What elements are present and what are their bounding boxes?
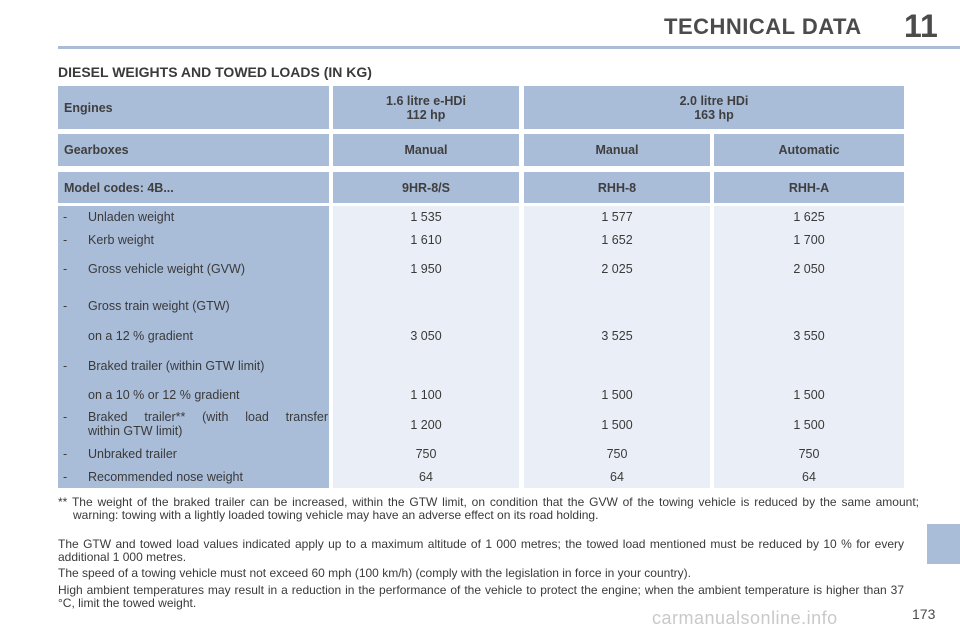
watermark: carmanualsonline.info (652, 608, 838, 628)
row-dash: - (63, 262, 68, 276)
row-value: 64 (419, 470, 433, 484)
model-code-value: RHH-A (788, 180, 830, 195)
engine-2-power: 163 hp (694, 107, 734, 122)
row-value: 64 (610, 470, 624, 484)
row-label-braked-load-transfer: Braked trailer** (with load transfer (88, 410, 328, 424)
row-label-gtw-gradient: on a 12 % gradient (88, 329, 193, 343)
engine-1-power: 112 hp (406, 107, 446, 122)
engines-label: Engines (64, 100, 113, 115)
model-codes-label: Model codes: 4B... (64, 180, 174, 195)
row-value: 1 500 (793, 388, 825, 402)
engine-1-header: 1.6 litre e-HDi 112 hp (333, 86, 519, 129)
row-value: 2 050 (793, 262, 825, 276)
row-value: 1 700 (793, 233, 825, 247)
row-value: 2 025 (601, 262, 633, 276)
row-label-unladen-weight: Unladen weight (88, 210, 175, 224)
row-dash: - (63, 299, 68, 313)
row-label-kerb-weight: Kerb weight (88, 233, 155, 247)
gearbox-cell: Manual (524, 134, 710, 166)
row-label-unbraked-trailer: Unbraked trailer (88, 447, 177, 461)
chapter-side-tab (927, 524, 960, 564)
gearbox-cell: Manual (333, 134, 519, 166)
row-value: 750 (606, 447, 628, 461)
row-dash: - (63, 410, 68, 424)
gearbox-cell: Automatic (714, 134, 904, 166)
row-label-braked-trailer: Braked trailer (within GTW limit) (88, 359, 265, 373)
row-value: 1 500 (601, 418, 633, 432)
engine-2-name: 2.0 litre HDi (679, 93, 749, 108)
engine-2-header: 2.0 litre HDi 163 hp (524, 86, 904, 129)
row-value: 1 100 (410, 388, 442, 402)
model-code-cell: RHH-8 (524, 172, 710, 203)
gearbox-value: Automatic (778, 143, 840, 157)
row-value: 3 525 (601, 329, 633, 343)
row-value: 750 (798, 447, 820, 461)
row-dash: - (63, 233, 68, 247)
row-label-gvw: Gross vehicle weight (GVW) (88, 262, 245, 276)
row-value: 1 610 (410, 233, 442, 247)
row-value: 1 200 (410, 418, 442, 432)
header-divider (58, 46, 960, 49)
row-value: 1 577 (601, 210, 633, 224)
row-value: 64 (802, 470, 816, 484)
section-title: DIESEL WEIGHTS AND TOWED LOADS (IN KG) (58, 64, 372, 80)
model-code-cell: RHH-A (714, 172, 904, 203)
row-label-braked-load-transfer-2: within GTW limit) (88, 424, 183, 438)
gearboxes-header: Gearboxes (58, 134, 329, 166)
row-dash: - (63, 470, 68, 484)
label-column (58, 206, 329, 488)
value-column-2 (524, 206, 710, 488)
gearbox-value: Manual (404, 143, 448, 157)
chapter-number: 11 (904, 8, 938, 44)
row-dash: - (63, 210, 68, 224)
value-column-1 (333, 206, 519, 488)
footnote-altitude: The GTW and towed load values indicated … (58, 537, 904, 564)
engines-header: Engines (58, 86, 329, 129)
footnote-braked-trailer: ** The weight of the braked trailer can … (58, 495, 919, 522)
model-code-value: RHH-8 (597, 180, 637, 195)
model-code-value: 9HR-8/S (402, 180, 450, 195)
row-value: 1 652 (601, 233, 633, 247)
model-code-cell: 9HR-8/S (333, 172, 519, 203)
row-value: 3 050 (410, 329, 442, 343)
gearboxes-label: Gearboxes (64, 143, 129, 157)
value-column-3 (714, 206, 904, 488)
row-value: 750 (415, 447, 437, 461)
gearbox-value: Manual (595, 143, 639, 157)
row-value: 1 625 (793, 210, 825, 224)
page-number: 173 (912, 606, 936, 622)
model-codes-header: Model codes: 4B... (58, 172, 329, 203)
weights-table: Engines 1.6 litre e-HDi 112 hp 2.0 litre… (58, 86, 904, 490)
row-value: 1 535 (410, 210, 442, 224)
row-value: 1 500 (601, 388, 633, 402)
row-label-braked-gradient: on a 10 % or 12 % gradient (88, 388, 240, 402)
footnote-speed: The speed of a towing vehicle must not e… (58, 566, 691, 580)
row-label-gtw: Gross train weight (GTW) (88, 299, 230, 313)
row-dash: - (63, 359, 68, 373)
row-dash: - (63, 447, 68, 461)
row-value: 1 950 (410, 262, 442, 276)
row-value: 1 500 (793, 418, 825, 432)
row-value: 3 550 (793, 329, 825, 343)
footnote-temperature: High ambient temperatures may result in … (58, 583, 904, 610)
row-label-nose-weight: Recommended nose weight (88, 470, 243, 484)
engine-1-name: 1.6 litre e-HDi (386, 93, 466, 108)
page-header-title: TECHNICAL DATA (664, 14, 862, 39)
